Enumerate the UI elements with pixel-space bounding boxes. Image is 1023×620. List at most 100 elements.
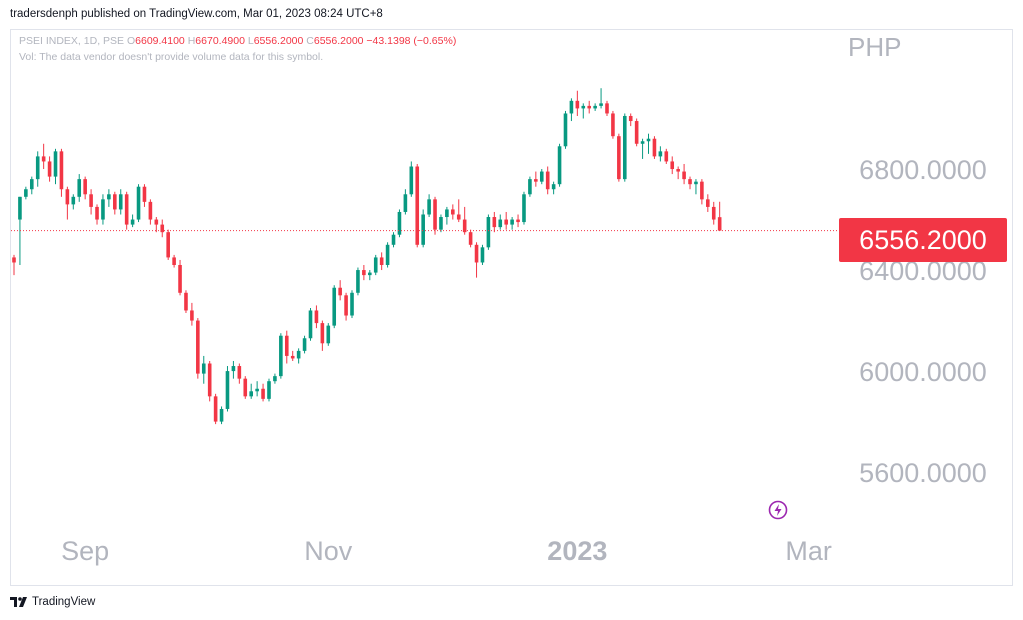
candle-body: [640, 141, 645, 144]
candle: [462, 206, 467, 235]
low-key: L: [247, 35, 254, 47]
price-tick-label: 6000.0000: [859, 357, 987, 387]
time-axis[interactable]: Sep Nov 2023 Mar: [61, 536, 832, 566]
candle-body: [587, 105, 592, 109]
candle-body: [468, 232, 473, 245]
candle: [83, 176, 87, 200]
candle: [178, 259, 182, 296]
candle: [640, 138, 645, 159]
candle: [71, 194, 76, 210]
candle-body: [688, 179, 692, 185]
time-tick-label: Sep: [61, 536, 109, 566]
candle: [314, 305, 319, 329]
candle-body: [368, 272, 372, 276]
candle: [569, 98, 574, 122]
candle-body: [344, 295, 348, 316]
candle-body: [575, 100, 580, 109]
candle-body: [617, 136, 621, 180]
candle-body: [273, 376, 277, 382]
candle-body: [433, 199, 437, 230]
candle-body: [611, 113, 615, 137]
candle: [118, 189, 123, 215]
candle-body: [35, 156, 40, 180]
candle: [670, 156, 675, 175]
candle-body: [456, 214, 461, 220]
candle-body: [279, 335, 283, 377]
candle-body: [480, 247, 485, 263]
candle-body: [320, 323, 325, 344]
candle-body: [53, 151, 58, 177]
candle: [320, 320, 325, 351]
candle-body: [18, 196, 22, 220]
candle: [433, 196, 437, 235]
candle: [284, 330, 289, 364]
change-value: −43.1398 (−0.65%): [366, 35, 457, 47]
candle: [504, 211, 508, 230]
currency-label: PHP: [848, 32, 902, 62]
candle: [350, 290, 354, 319]
candle-body: [113, 194, 117, 210]
lightning-icon[interactable]: [768, 500, 788, 520]
candle: [184, 290, 188, 313]
candle: [415, 163, 420, 248]
candle-body: [486, 217, 491, 248]
candle-body: [59, 151, 64, 190]
close-key: C: [306, 35, 314, 47]
candle-body: [462, 219, 467, 233]
candle-body: [41, 156, 46, 162]
candle-body: [539, 171, 544, 182]
candle: [551, 181, 556, 195]
candle-body: [694, 181, 698, 185]
candle: [124, 191, 129, 230]
candle: [196, 318, 200, 379]
published-by-text: tradersdenph published on TradingView.co…: [10, 8, 383, 20]
candle: [599, 88, 603, 109]
candle-body: [237, 366, 242, 379]
candle: [107, 189, 111, 207]
candle: [664, 148, 669, 164]
time-tick-label: Nov: [304, 536, 353, 566]
candle-body: [646, 138, 651, 142]
candle: [628, 113, 633, 127]
candle: [279, 333, 283, 379]
candle-body: [77, 179, 82, 197]
candle: [89, 189, 93, 215]
candle-body: [95, 206, 99, 220]
candle-body: [148, 201, 153, 220]
candle: [563, 110, 568, 149]
candle: [445, 206, 449, 225]
candle-body: [670, 161, 675, 170]
candle-body: [284, 335, 289, 356]
candle: [59, 148, 64, 197]
candle-body: [451, 209, 455, 215]
candle-body: [47, 161, 52, 177]
candle-body: [302, 338, 307, 351]
candle: [403, 189, 408, 215]
candle: [273, 373, 277, 384]
candle-body: [290, 355, 295, 359]
candle-body: [190, 310, 194, 321]
candle-body: [267, 381, 271, 399]
candle-body: [184, 292, 188, 311]
candle-body: [71, 196, 76, 205]
candle: [688, 176, 692, 190]
candle-body: [261, 388, 265, 399]
candle-body: [439, 217, 443, 230]
candle-body: [136, 186, 141, 220]
candle: [95, 204, 99, 225]
candle: [480, 244, 485, 266]
candle: [362, 265, 366, 281]
chart-pane[interactable]: 6800.0000 6400.0000 6000.0000 5600.0000 Sep…: [10, 29, 1013, 586]
candle-body: [201, 363, 206, 374]
candle: [634, 118, 639, 147]
open-key: O: [126, 35, 136, 47]
candle: [510, 217, 514, 230]
candle: [451, 204, 455, 220]
candle-body: [308, 310, 313, 339]
candle: [344, 292, 348, 321]
candle-body: [516, 219, 520, 223]
candle-body: [196, 320, 200, 374]
candle: [136, 184, 141, 223]
